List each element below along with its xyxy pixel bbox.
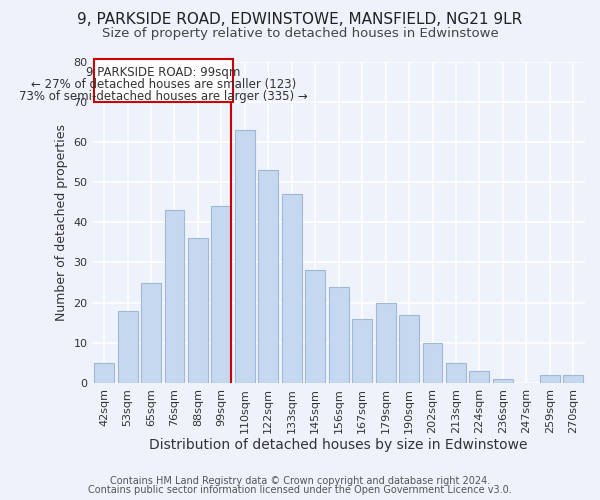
Text: 9 PARKSIDE ROAD: 99sqm: 9 PARKSIDE ROAD: 99sqm (86, 66, 241, 78)
X-axis label: Distribution of detached houses by size in Edwinstowe: Distribution of detached houses by size … (149, 438, 528, 452)
Bar (540, 375, 560, 383)
Bar (422, 343, 442, 383)
Bar (469, 371, 490, 383)
Bar (329, 286, 349, 383)
FancyBboxPatch shape (94, 60, 233, 102)
Bar (211, 206, 232, 383)
Bar (493, 379, 513, 383)
Bar (352, 318, 372, 383)
Bar (94, 363, 114, 383)
Text: 73% of semi-detached houses are larger (335) →: 73% of semi-detached houses are larger (… (19, 90, 308, 102)
Bar (235, 130, 255, 383)
Bar (305, 270, 325, 383)
Text: 9, PARKSIDE ROAD, EDWINSTOWE, MANSFIELD, NG21 9LR: 9, PARKSIDE ROAD, EDWINSTOWE, MANSFIELD,… (77, 12, 523, 28)
Bar (282, 194, 302, 383)
Text: ← 27% of detached houses are smaller (123): ← 27% of detached houses are smaller (12… (31, 78, 296, 90)
Text: Contains public sector information licensed under the Open Government Licence v3: Contains public sector information licen… (88, 485, 512, 495)
Text: Contains HM Land Registry data © Crown copyright and database right 2024.: Contains HM Land Registry data © Crown c… (110, 476, 490, 486)
Y-axis label: Number of detached properties: Number of detached properties (55, 124, 68, 320)
Text: Size of property relative to detached houses in Edwinstowe: Size of property relative to detached ho… (101, 28, 499, 40)
Bar (399, 314, 419, 383)
Bar (376, 302, 395, 383)
Bar (259, 170, 278, 383)
Bar (188, 238, 208, 383)
Bar (563, 375, 583, 383)
Bar (141, 282, 161, 383)
Bar (118, 310, 137, 383)
Bar (446, 363, 466, 383)
Bar (164, 210, 184, 383)
